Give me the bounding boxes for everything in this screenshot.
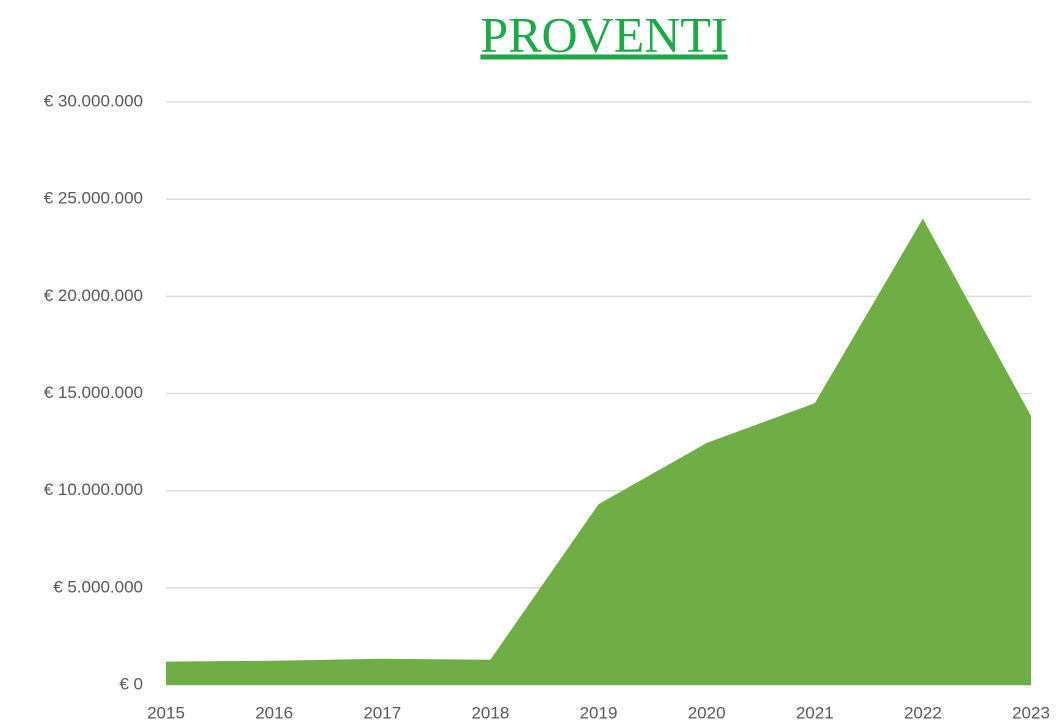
x-tick-label: 2018	[471, 703, 509, 722]
x-tick-label: 2019	[580, 703, 618, 722]
x-tick-label: 2023	[1012, 703, 1050, 722]
y-tick-label: € 5.000.000	[53, 577, 143, 596]
y-tick-label: € 30.000.000	[44, 91, 143, 110]
x-tick-label: 2021	[796, 703, 834, 722]
y-tick-label: € 10.000.000	[44, 480, 143, 499]
chart-title: PROVENTI	[480, 6, 727, 62]
x-tick-label: 2016	[255, 703, 293, 722]
x-tick-label: 2022	[904, 703, 942, 722]
x-tick-label: 2015	[147, 703, 185, 722]
y-tick-label: € 20.000.000	[44, 286, 143, 305]
area	[166, 218, 1031, 685]
y-tick-label: € 25.000.000	[44, 189, 143, 208]
y-tick-label: € 15.000.000	[44, 383, 143, 402]
x-tick-label: 2020	[688, 703, 726, 722]
x-tick-label: 2017	[363, 703, 401, 722]
y-tick-label: € 0	[119, 674, 143, 693]
